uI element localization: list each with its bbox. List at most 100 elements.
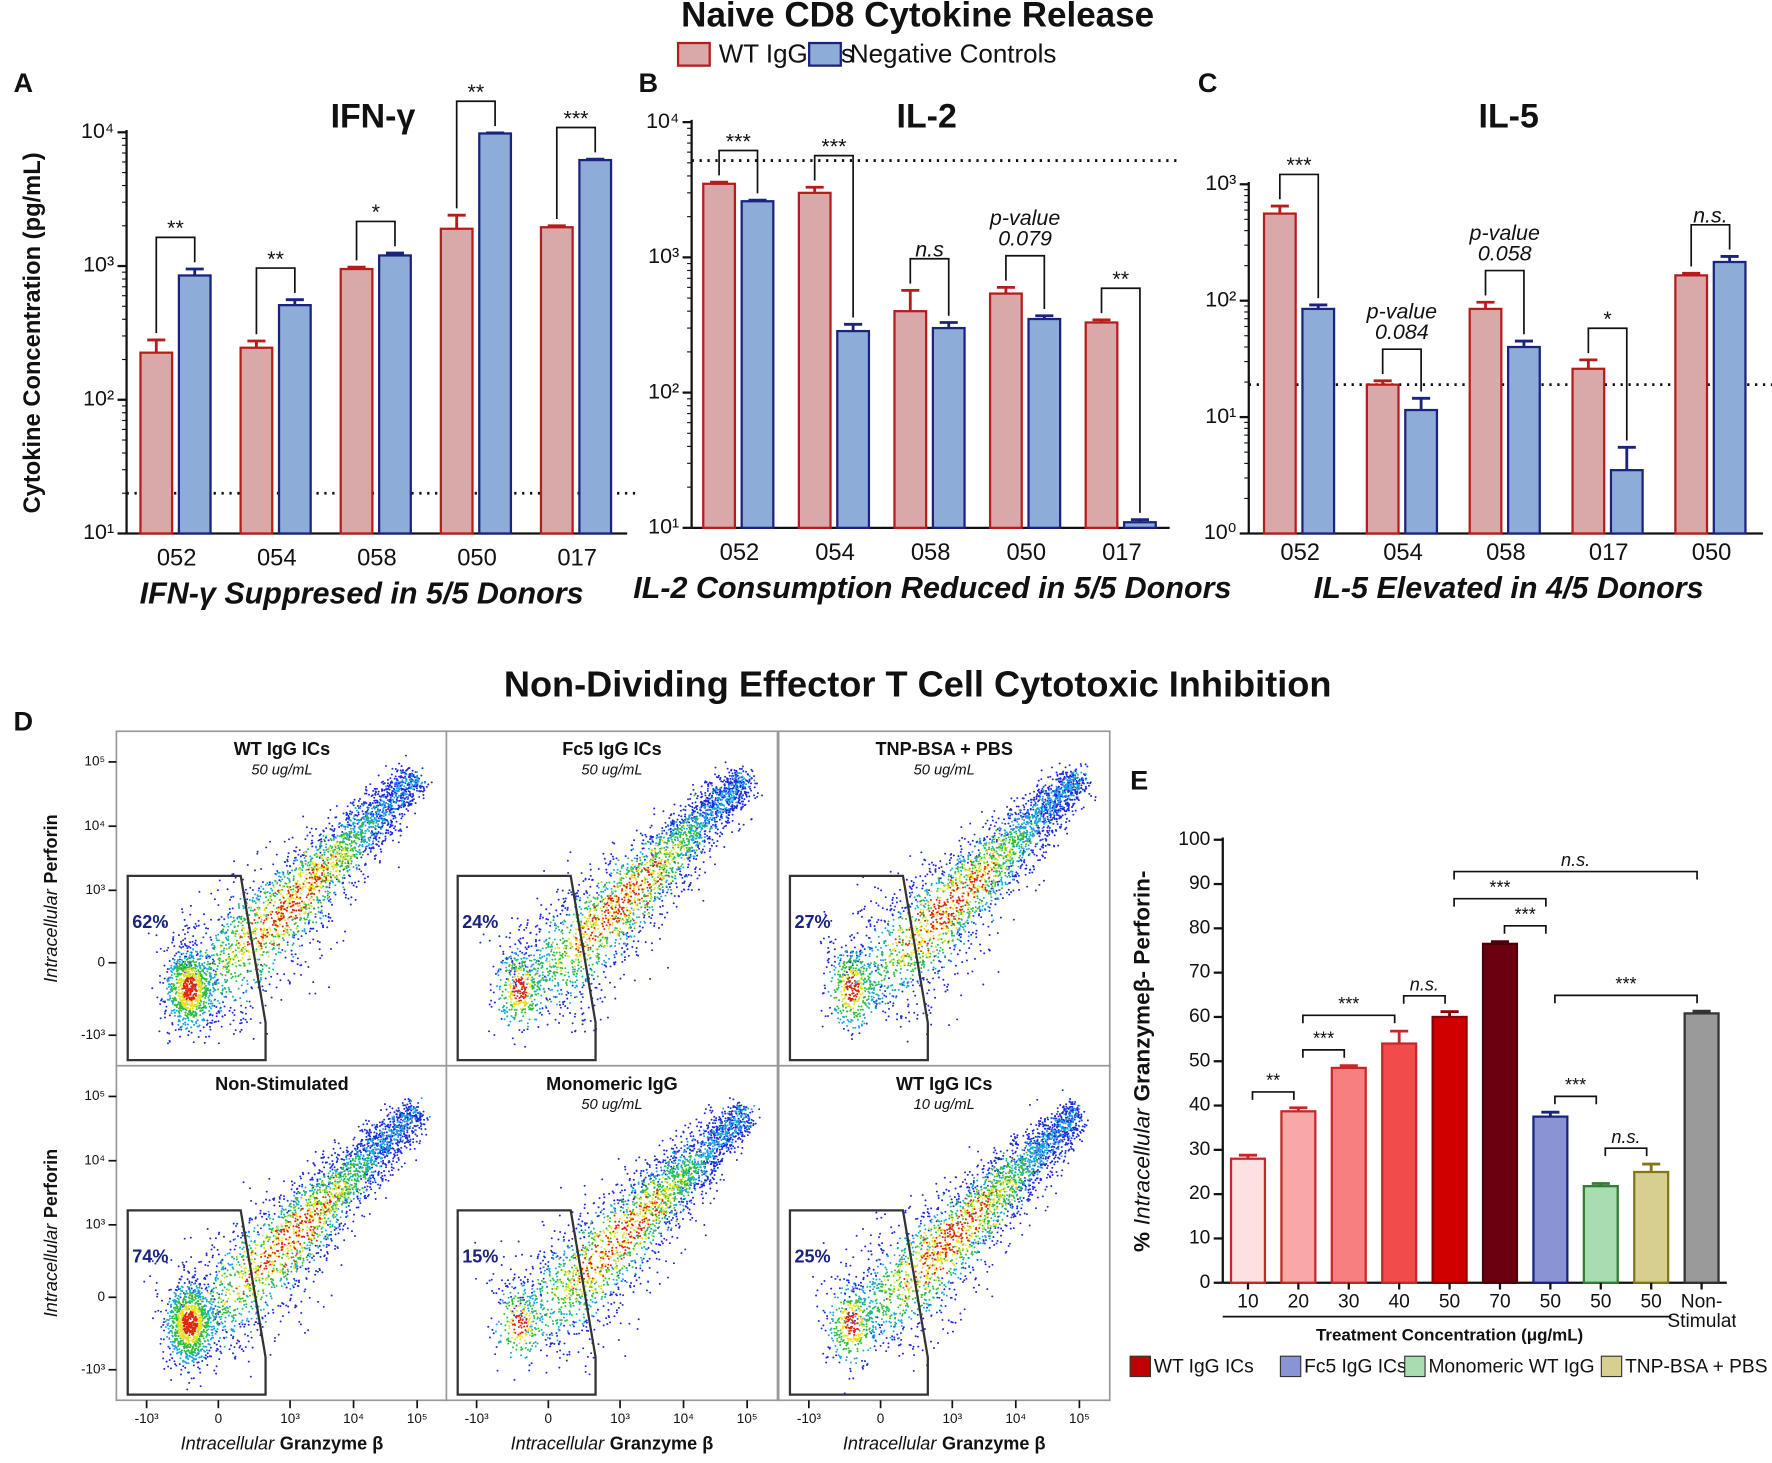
gate	[456, 874, 597, 1062]
x-tick-label: 052	[1280, 540, 1320, 566]
y-axis-label: Intracellular Perforin	[41, 814, 61, 982]
y-tick-label: 10⁰	[1204, 520, 1237, 544]
y-tick-label: 100	[1178, 829, 1210, 850]
flow-panel	[115, 1064, 449, 1402]
flow-events	[181, 854, 338, 1002]
x-tick-label: 10⁴	[1005, 1411, 1026, 1426]
y-axis-label-bold: Perforin	[41, 814, 61, 883]
y-tick-label: 40	[1189, 1095, 1210, 1116]
x-tick-label: 40	[1388, 1291, 1410, 1313]
significance-bracket	[1554, 1095, 1598, 1105]
flow-events	[176, 835, 359, 1010]
bar	[1633, 1170, 1670, 1284]
significance-label: **	[1112, 267, 1129, 291]
y-tick-label: 60	[1189, 1006, 1210, 1027]
bar	[478, 132, 513, 535]
significance-bracket	[1302, 1014, 1396, 1024]
panel-letter: A	[14, 67, 34, 98]
bar	[1506, 345, 1541, 535]
y-axis-label-italic: Intracellular	[41, 888, 61, 982]
flow-events	[511, 1188, 666, 1336]
significance-label: ***	[821, 134, 847, 158]
x-tick-label: 054	[257, 546, 297, 572]
bar	[1582, 1185, 1619, 1284]
x-tick-label: 70	[1489, 1291, 1511, 1313]
figure-title: Naive CD8 Cytokine Release	[681, 0, 1154, 34]
significance-label: n.s.	[1693, 204, 1728, 228]
y-axis-label: Intracellular Perforin	[41, 1149, 61, 1317]
panel-subtitle: 50 ug/mL	[914, 763, 975, 779]
x-axis-label: Treatment Concentration (μg/mL)	[1316, 1325, 1583, 1344]
significance-bracket	[1251, 1091, 1295, 1100]
chart-title: IFN-γ	[331, 98, 416, 136]
y-axis-label-italic: Intracellular	[41, 1223, 61, 1317]
y-tick-label: 30	[1189, 1139, 1210, 1160]
y-tick-label: 10⁴	[84, 818, 105, 833]
significance-bracket	[1484, 269, 1525, 335]
x-tick-label: 0	[545, 1411, 553, 1426]
significance-bracket	[255, 267, 296, 335]
x-tick-label-box: 50	[1539, 1291, 1562, 1313]
y-tick-label: 10⁴	[84, 1152, 105, 1167]
panel-title: WT IgG ICs	[234, 739, 330, 759]
bar	[1122, 521, 1157, 529]
y-tick-label: 10	[1189, 1228, 1210, 1249]
significance-label: n.s.	[1561, 850, 1590, 870]
x-axis-label: IFN-γ Suppresed in 5/5 Donors	[140, 577, 584, 611]
x-tick-label: -10³	[135, 1411, 160, 1426]
x-tick-label: -10³	[797, 1411, 822, 1426]
x-tick-label: 10	[1237, 1291, 1259, 1313]
x-tick-label: 50	[1590, 1291, 1612, 1313]
y-tick-label: 10⁵	[84, 754, 105, 769]
significance-label: ***	[1313, 1028, 1334, 1048]
significance-bracket	[1005, 254, 1046, 309]
gate-percent: 15%	[462, 1247, 498, 1267]
x-tick-label-box: Non- Stimulated	[1667, 1292, 1735, 1330]
y-tick-label: 10¹	[83, 520, 114, 544]
gate-percent: 27%	[794, 912, 830, 932]
gate-percent: 25%	[794, 1247, 830, 1267]
panel-title: Fc5 IgG ICs	[562, 739, 661, 759]
y-tick-label: 10¹	[1205, 404, 1236, 428]
panel-letter: B	[639, 67, 659, 98]
bar	[1571, 367, 1606, 535]
y-tick-label: 80	[1189, 917, 1210, 938]
bar	[1674, 274, 1709, 535]
significance-label: ***	[1338, 994, 1359, 1014]
y-tick-label: 20	[1189, 1183, 1210, 1204]
bar	[1404, 408, 1439, 535]
legend-swatch	[808, 41, 842, 67]
y-tick-label: 50	[1189, 1050, 1210, 1071]
x-tick-label-box: 50	[1590, 1291, 1612, 1313]
significance-label: *	[1603, 307, 1612, 331]
x-tick-label: 10⁵	[737, 1411, 758, 1426]
x-tick-label: 50	[1640, 1291, 1662, 1313]
significance-bracket	[909, 257, 950, 316]
legend-label: TNP-BSA + PBS	[1625, 1357, 1767, 1378]
x-tick-label: 058	[1486, 540, 1526, 566]
panel-letter: C	[1198, 67, 1218, 98]
significance-bracket	[813, 154, 854, 318]
x-axis-label: Intracellular Granzyme β	[843, 1433, 1046, 1453]
x-tick-label: 054	[815, 540, 855, 566]
legend-label: Monomeric WT IgG	[1428, 1357, 1594, 1378]
significance-label: ***	[1565, 1075, 1586, 1095]
y-tick-label: 10³	[1205, 171, 1236, 195]
legend-swatch	[1129, 1355, 1152, 1378]
x-axis-label-italic: Intracellular	[843, 1433, 937, 1453]
y-axis-label-bold: Perforin	[41, 1149, 61, 1218]
y-tick-label: 10⁴	[81, 119, 114, 143]
bar	[1330, 1066, 1367, 1284]
x-tick-label: 054	[1383, 540, 1423, 566]
x-tick-label: 50	[1539, 1291, 1562, 1313]
significance-label: 0.079	[998, 227, 1052, 251]
x-tick-label: 50	[1438, 1291, 1461, 1313]
significance-label: p-value	[989, 206, 1060, 230]
bar	[836, 329, 871, 529]
x-axis-label-bold: Granzyme β	[610, 1433, 713, 1453]
x-axis-label-bold: Granzyme β	[942, 1433, 1045, 1453]
significance-label: n.s.	[1410, 974, 1439, 994]
bar	[539, 226, 574, 535]
x-tick-label: 017	[1589, 540, 1629, 566]
